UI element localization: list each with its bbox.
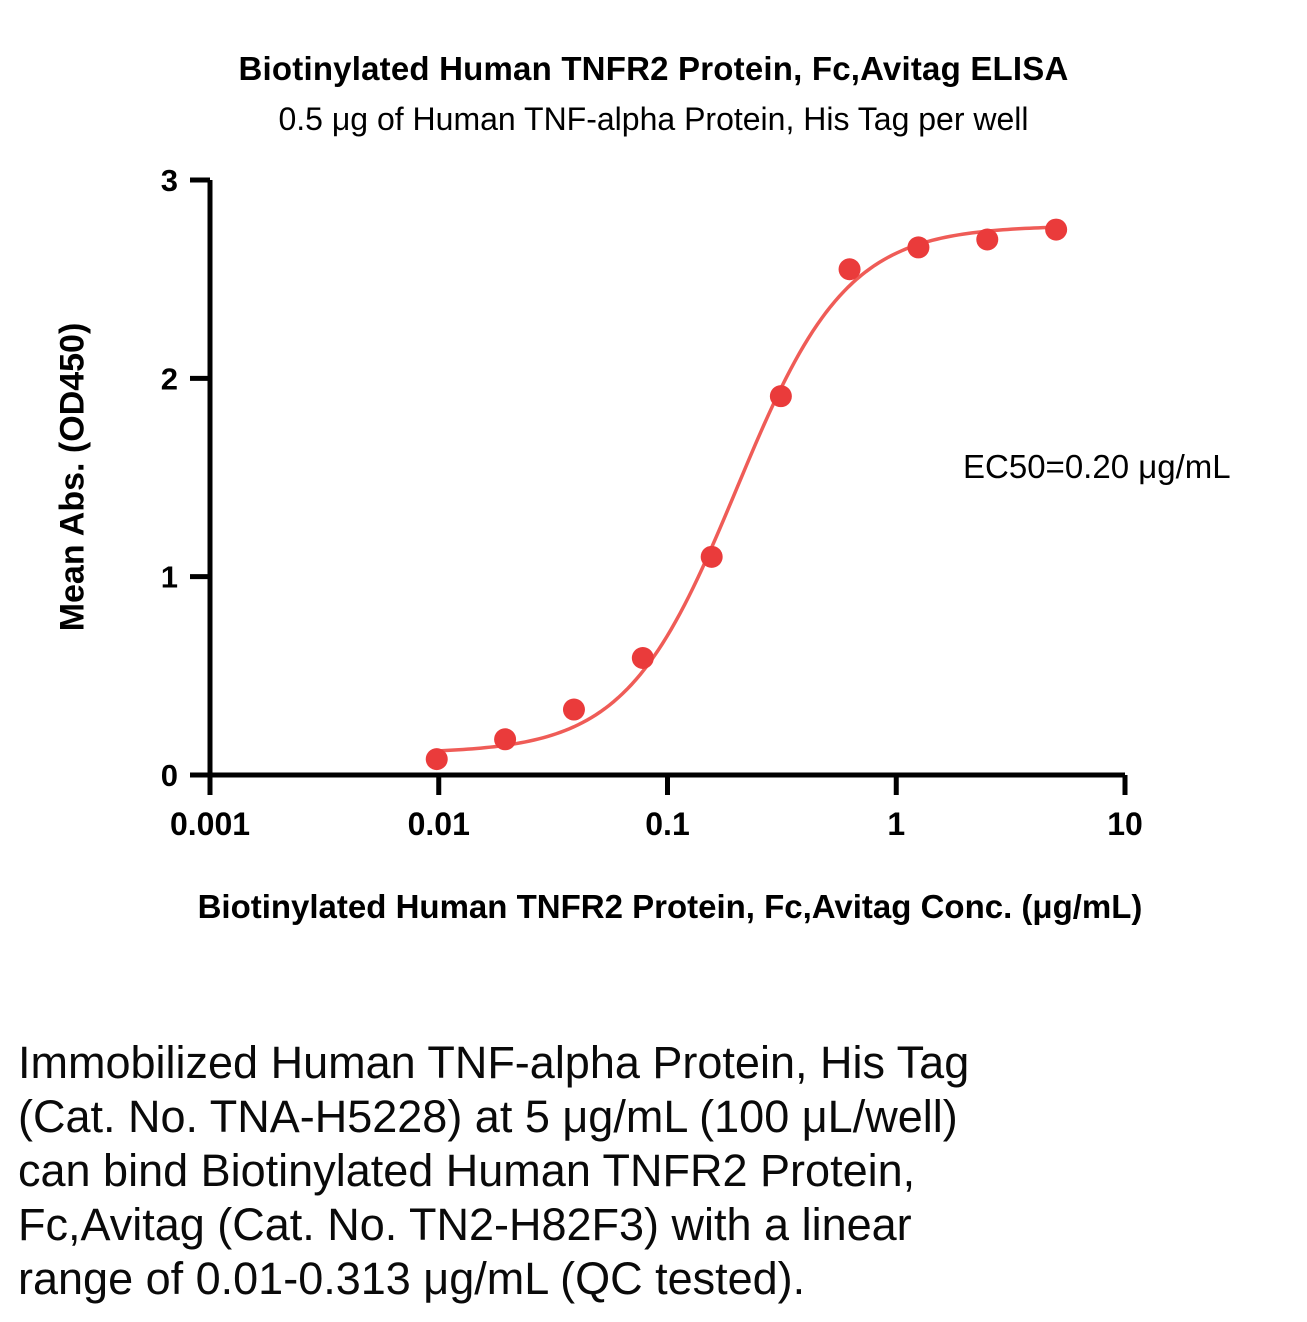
y-tick-label: 1 — [161, 560, 178, 595]
chart-title: Biotinylated Human TNFR2 Protein, Fc,Avi… — [238, 50, 1069, 87]
caption-line: Fc,Avitag (Cat. No. TN2-H82F3) with a li… — [18, 1199, 912, 1250]
data-point — [562, 698, 585, 721]
caption-line: Immobilized Human TNF-alpha Protein, His… — [18, 1037, 970, 1088]
ec50-annotation: EC50=0.20 μg/mL — [963, 448, 1231, 485]
caption-line: range of 0.01-0.313 μg/mL (QC tested). — [18, 1253, 806, 1304]
data-point — [425, 748, 448, 771]
data-point — [631, 646, 654, 669]
x-tick-label: 0.1 — [645, 806, 689, 842]
data-point — [838, 258, 861, 281]
x-tick-label: 0.01 — [408, 806, 470, 842]
data-point — [769, 385, 792, 408]
y-axis-title: Mean Abs. (OD450) — [53, 322, 92, 632]
x-axis-title: Biotinylated Human TNFR2 Protein, Fc,Avi… — [197, 888, 1143, 925]
x-tick-label: 0.001 — [170, 806, 250, 842]
data-point — [700, 545, 723, 568]
y-tick-label: 2 — [161, 361, 178, 396]
caption-line: (Cat. No. TNA-H5228) at 5 μg/mL (100 μL/… — [18, 1091, 958, 1142]
figure-caption: Immobilized Human TNF-alpha Protein, His… — [18, 1036, 1198, 1306]
data-point — [494, 728, 517, 751]
y-tick-label: 0 — [161, 758, 178, 793]
fit-curve — [434, 225, 1058, 753]
y-tick-label: 3 — [161, 163, 178, 198]
chart-subtitle: 0.5 μg of Human TNF-alpha Protein, His T… — [278, 101, 1029, 137]
caption-line: can bind Biotinylated Human TNFR2 Protei… — [18, 1145, 916, 1196]
data-point — [907, 236, 930, 259]
data-point — [1045, 218, 1068, 241]
data-point — [976, 228, 999, 251]
elisa-plot: 0 1 2 3 0.001 0.01 0.1 1 10 — [161, 163, 1143, 842]
x-tick-label: 1 — [887, 806, 905, 842]
x-tick-label: 10 — [1107, 806, 1143, 842]
